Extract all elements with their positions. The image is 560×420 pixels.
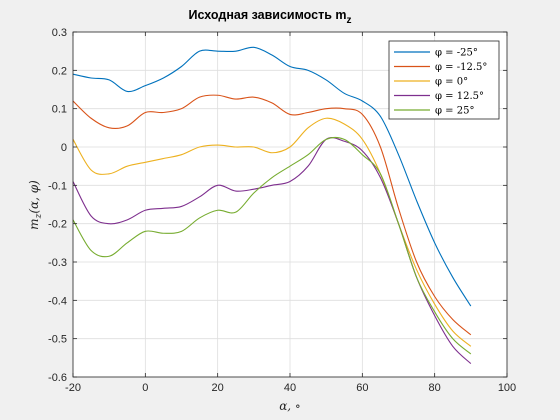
y-tick-label: 0.2 [52,65,67,77]
x-tick-label: 80 [429,382,441,394]
legend: φ = -25° φ = -12.5° φ = 0° φ = 12.5° φ = 25° [388,40,500,120]
x-tick-label: 0 [142,382,148,394]
y-tick-label: 0.1 [52,104,67,116]
series-line-5 [72,136,472,355]
y-axis-label: mz(α, φ) [27,180,44,230]
y-tick-label: -0.2 [48,219,67,231]
x-tick-label: 20 [212,382,224,394]
y-tick-label: -0.5 [48,334,67,346]
x-axis-label: α, ∘ [279,399,301,413]
legend-label-3: φ = 0° [435,77,468,88]
x-tick-label: 40 [284,382,296,394]
legend-label-2: φ = -12.5° [435,62,487,73]
legend-label-4: φ = 12.5° [435,91,484,102]
y-axis-label-main: m [27,218,41,229]
y-axis-label-args: (α, φ) [27,180,41,214]
x-tick-label: -20 [65,382,81,394]
y-axis-label-subscript: z [34,213,44,219]
y-tick-label: -0.4 [48,295,67,307]
chart-title: Исходная зависимость mz [189,8,352,26]
series-lines [72,46,472,364]
legend-label-1: φ = -25° [435,48,478,59]
y-tick-label: -0.3 [48,257,67,269]
y-tick-label: -0.1 [48,180,67,192]
y-tick-label: -0.6 [48,372,67,384]
chart-title-subscript: z [347,15,352,26]
legend-label-5: φ = 25° [435,106,474,117]
x-tick-label: 100 [498,382,516,394]
ticks: -20 0 20 40 60 80 100 -0.6 -0.5 -0.4 -0.3 -0.2 -0.1 0… [48,27,516,394]
series-line-1 [72,46,472,307]
chart-title-main: Исходная зависимость m [189,8,347,22]
y-tick-label: 0 [61,142,67,154]
series-line-2 [72,94,472,336]
y-tick-label: 0.3 [52,27,67,39]
x-tick-label: 60 [356,382,368,394]
legend-box [388,40,500,120]
